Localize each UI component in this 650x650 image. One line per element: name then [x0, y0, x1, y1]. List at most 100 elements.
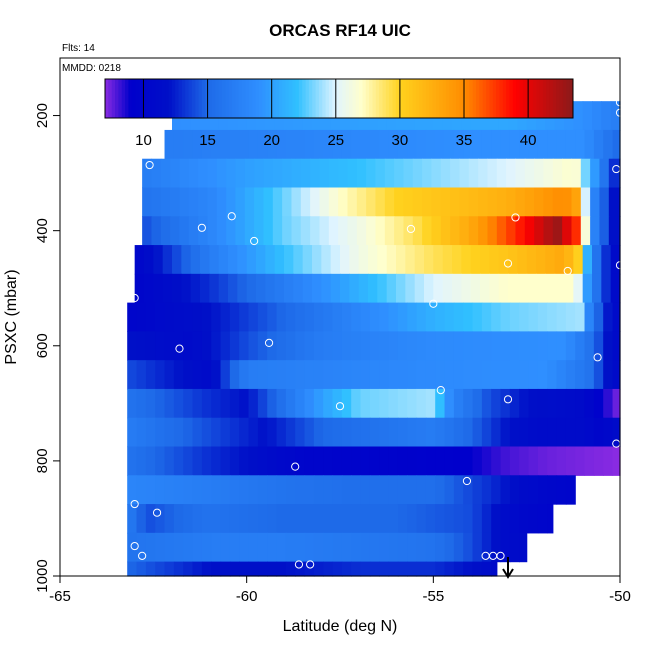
heatmap-cell: [201, 561, 212, 577]
heatmap-cell: [593, 388, 604, 419]
heatmap-cell: [229, 331, 240, 361]
heatmap-cell: [173, 561, 184, 577]
heatmap-cell: [358, 273, 369, 304]
heatmap-cell: [397, 561, 408, 577]
heatmap-cell: [369, 388, 380, 419]
heatmap-cell: [319, 158, 330, 189]
heatmap-cell: [207, 187, 218, 217]
heatmap-cell: [151, 216, 162, 246]
heatmap-cell: [341, 475, 352, 505]
heatmap-cell: [276, 129, 287, 160]
heatmap-cell: [313, 129, 324, 160]
heatmap-cell: [565, 417, 576, 448]
heatmap-cell: [397, 360, 408, 390]
heatmap-cell: [397, 446, 408, 476]
observation-point: [291, 462, 300, 471]
heatmap-cell: [508, 273, 518, 304]
heatmap-cell: [481, 302, 492, 332]
heatmap-cell: [397, 504, 408, 534]
heatmap-cell: [416, 446, 427, 476]
heatmap-cell: [220, 446, 231, 476]
heatmap-cell: [444, 388, 455, 419]
heatmap-cell: [414, 245, 425, 275]
heatmap-cell: [172, 245, 182, 275]
heatmap-cell: [272, 216, 283, 246]
heatmap-cell: [425, 331, 436, 361]
heatmap-cell: [188, 187, 199, 217]
heatmap-cell: [478, 158, 489, 189]
heatmap-cell: [312, 273, 322, 304]
heatmap-cell: [127, 532, 138, 563]
heatmap-cell: [239, 561, 250, 577]
heatmap-cell: [244, 187, 255, 217]
heatmap-cell: [172, 273, 182, 304]
heatmap-cell: [461, 273, 472, 304]
heatmap-cell: [386, 273, 397, 304]
heatmap-cell: [575, 331, 586, 361]
heatmap-cell: [487, 187, 498, 217]
heatmap-cell: [500, 331, 511, 361]
colorbar-segment: [395, 79, 400, 118]
heatmap-cell: [248, 388, 259, 419]
heatmap-cell: [246, 245, 257, 275]
heatmap-cell: [368, 245, 378, 275]
heatmap-cell: [136, 417, 147, 448]
heatmap-cell: [285, 475, 296, 505]
heatmap-cell: [369, 331, 380, 361]
heatmap-cell: [341, 504, 352, 534]
heatmap-cell: [461, 245, 472, 275]
heatmap-cell: [524, 216, 535, 246]
heatmap-cell: [256, 273, 266, 304]
x-axis-title: Latitude (deg N): [283, 618, 398, 635]
heatmap-cell: [276, 504, 287, 534]
heatmap-cell: [285, 331, 296, 361]
heatmap-cell: [388, 475, 399, 505]
heatmap-cell: [170, 216, 181, 246]
heatmap-cell: [453, 446, 464, 476]
heatmap-cell: [453, 532, 464, 563]
colorbar-segment: [476, 79, 480, 118]
heatmap-cell: [608, 216, 619, 246]
heatmap-cell: [517, 245, 528, 275]
colorbar-segment: [566, 79, 571, 118]
heatmap-cell: [491, 331, 502, 361]
heatmap-cell: [295, 388, 306, 419]
heatmap-cell: [155, 360, 166, 390]
heatmap-cell: [323, 360, 334, 390]
heatmap-cell: [338, 158, 349, 189]
heatmap-cell: [321, 273, 332, 304]
colorbar-segment: [185, 79, 190, 118]
observation-point: [250, 236, 259, 246]
heatmap-cell: [543, 158, 554, 189]
heatmap-cell: [304, 446, 315, 476]
heatmap-cell: [543, 216, 554, 246]
heatmap-cell: [257, 360, 268, 390]
heatmap-cell: [145, 417, 156, 448]
heatmap-cell: [453, 302, 464, 332]
heatmap-cell: [407, 417, 418, 448]
heatmap-cell: [491, 532, 502, 563]
heatmap-cell: [519, 446, 530, 476]
heatmap-cell: [228, 245, 238, 275]
heatmap-cell: [276, 475, 287, 505]
heatmap-cell: [524, 187, 535, 217]
heatmap-cell: [584, 129, 595, 160]
heatmap-cell: [218, 273, 229, 304]
heatmap-cell: [552, 216, 563, 246]
heatmap-cell: [155, 475, 166, 505]
heatmap-cell: [291, 158, 302, 189]
heatmap-cell: [603, 302, 614, 332]
heatmap-cell: [442, 273, 453, 304]
heatmap-cell: [369, 561, 380, 577]
observation-point: [436, 385, 445, 395]
heatmap-cell: [480, 273, 490, 304]
heatmap-cell: [450, 216, 461, 246]
heatmap-cell: [229, 388, 240, 419]
heatmap-cell: [201, 446, 212, 476]
heatmap-cell: [136, 446, 147, 476]
colorbar-segment: [125, 79, 129, 118]
heatmap-cell: [425, 360, 436, 390]
heatmap-cell: [153, 273, 164, 304]
heatmap-cell: [285, 417, 296, 448]
heatmap-cell: [313, 331, 324, 361]
